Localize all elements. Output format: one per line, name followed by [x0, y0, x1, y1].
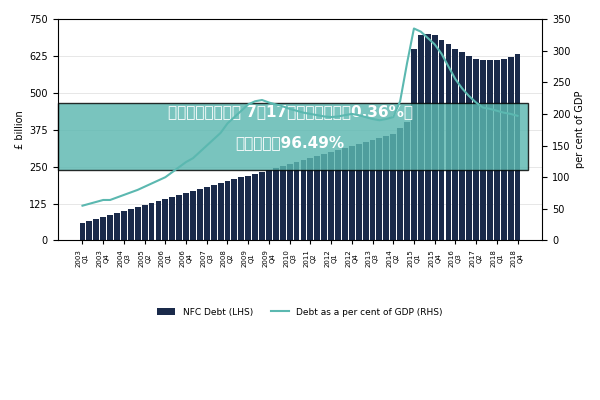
Bar — [356, 144, 362, 240]
Bar — [142, 205, 148, 240]
Bar — [460, 52, 465, 240]
Bar — [266, 170, 272, 240]
Y-axis label: per cent of GDP: per cent of GDP — [575, 91, 585, 168]
Bar — [328, 152, 334, 240]
Bar — [494, 60, 500, 240]
Bar — [197, 189, 203, 240]
Bar — [439, 40, 445, 240]
Y-axis label: £ billion: £ billion — [15, 110, 25, 149]
Bar — [307, 158, 313, 240]
Bar — [376, 138, 382, 240]
Bar — [149, 203, 154, 240]
Bar — [163, 199, 168, 240]
Bar — [135, 207, 140, 240]
Bar — [280, 166, 286, 240]
Bar — [224, 182, 230, 240]
Bar — [80, 223, 85, 240]
Bar — [501, 59, 506, 240]
Bar — [190, 191, 196, 240]
Bar — [314, 156, 320, 240]
Bar — [508, 57, 514, 240]
FancyBboxPatch shape — [58, 103, 528, 170]
Bar — [452, 48, 458, 240]
Bar — [204, 187, 210, 240]
Bar — [432, 35, 437, 240]
Bar — [273, 168, 279, 240]
Bar — [259, 172, 265, 240]
Bar — [169, 197, 175, 240]
Bar — [293, 162, 299, 240]
Bar — [390, 134, 396, 240]
Bar — [183, 193, 189, 240]
Text: 股票线上配资安全 7月17日华懋转债下跌0.36%，: 股票线上配资安全 7月17日华懋转债下跌0.36%， — [168, 104, 413, 120]
Bar — [114, 213, 120, 240]
Bar — [466, 56, 472, 240]
Bar — [100, 217, 106, 240]
Bar — [211, 185, 217, 240]
Bar — [404, 122, 410, 240]
Bar — [487, 60, 493, 240]
Bar — [176, 195, 182, 240]
Bar — [232, 180, 238, 240]
Bar — [107, 215, 113, 240]
Bar — [86, 221, 92, 240]
Bar — [121, 211, 127, 240]
Bar — [411, 48, 417, 240]
Bar — [383, 136, 389, 240]
Bar — [155, 201, 161, 240]
Bar — [425, 34, 431, 240]
Bar — [397, 128, 403, 240]
Bar — [218, 183, 224, 240]
Bar — [342, 148, 348, 240]
Bar — [252, 174, 258, 240]
Legend: NFC Debt (LHS), Debt as a per cent of GDP (RHS): NFC Debt (LHS), Debt as a per cent of GD… — [154, 304, 446, 320]
Bar — [321, 154, 327, 240]
Bar — [480, 60, 486, 240]
Bar — [128, 209, 134, 240]
Bar — [301, 160, 307, 240]
Bar — [94, 219, 99, 240]
Bar — [335, 150, 341, 240]
Bar — [473, 59, 479, 240]
Bar — [245, 176, 251, 240]
Bar — [287, 164, 293, 240]
Text: 转股溢价率96.49%: 转股溢价率96.49% — [236, 136, 345, 150]
Bar — [446, 44, 451, 240]
Bar — [418, 35, 424, 240]
Bar — [349, 146, 355, 240]
Bar — [515, 54, 520, 240]
Bar — [238, 178, 244, 240]
Bar — [370, 140, 376, 240]
Bar — [362, 142, 368, 240]
